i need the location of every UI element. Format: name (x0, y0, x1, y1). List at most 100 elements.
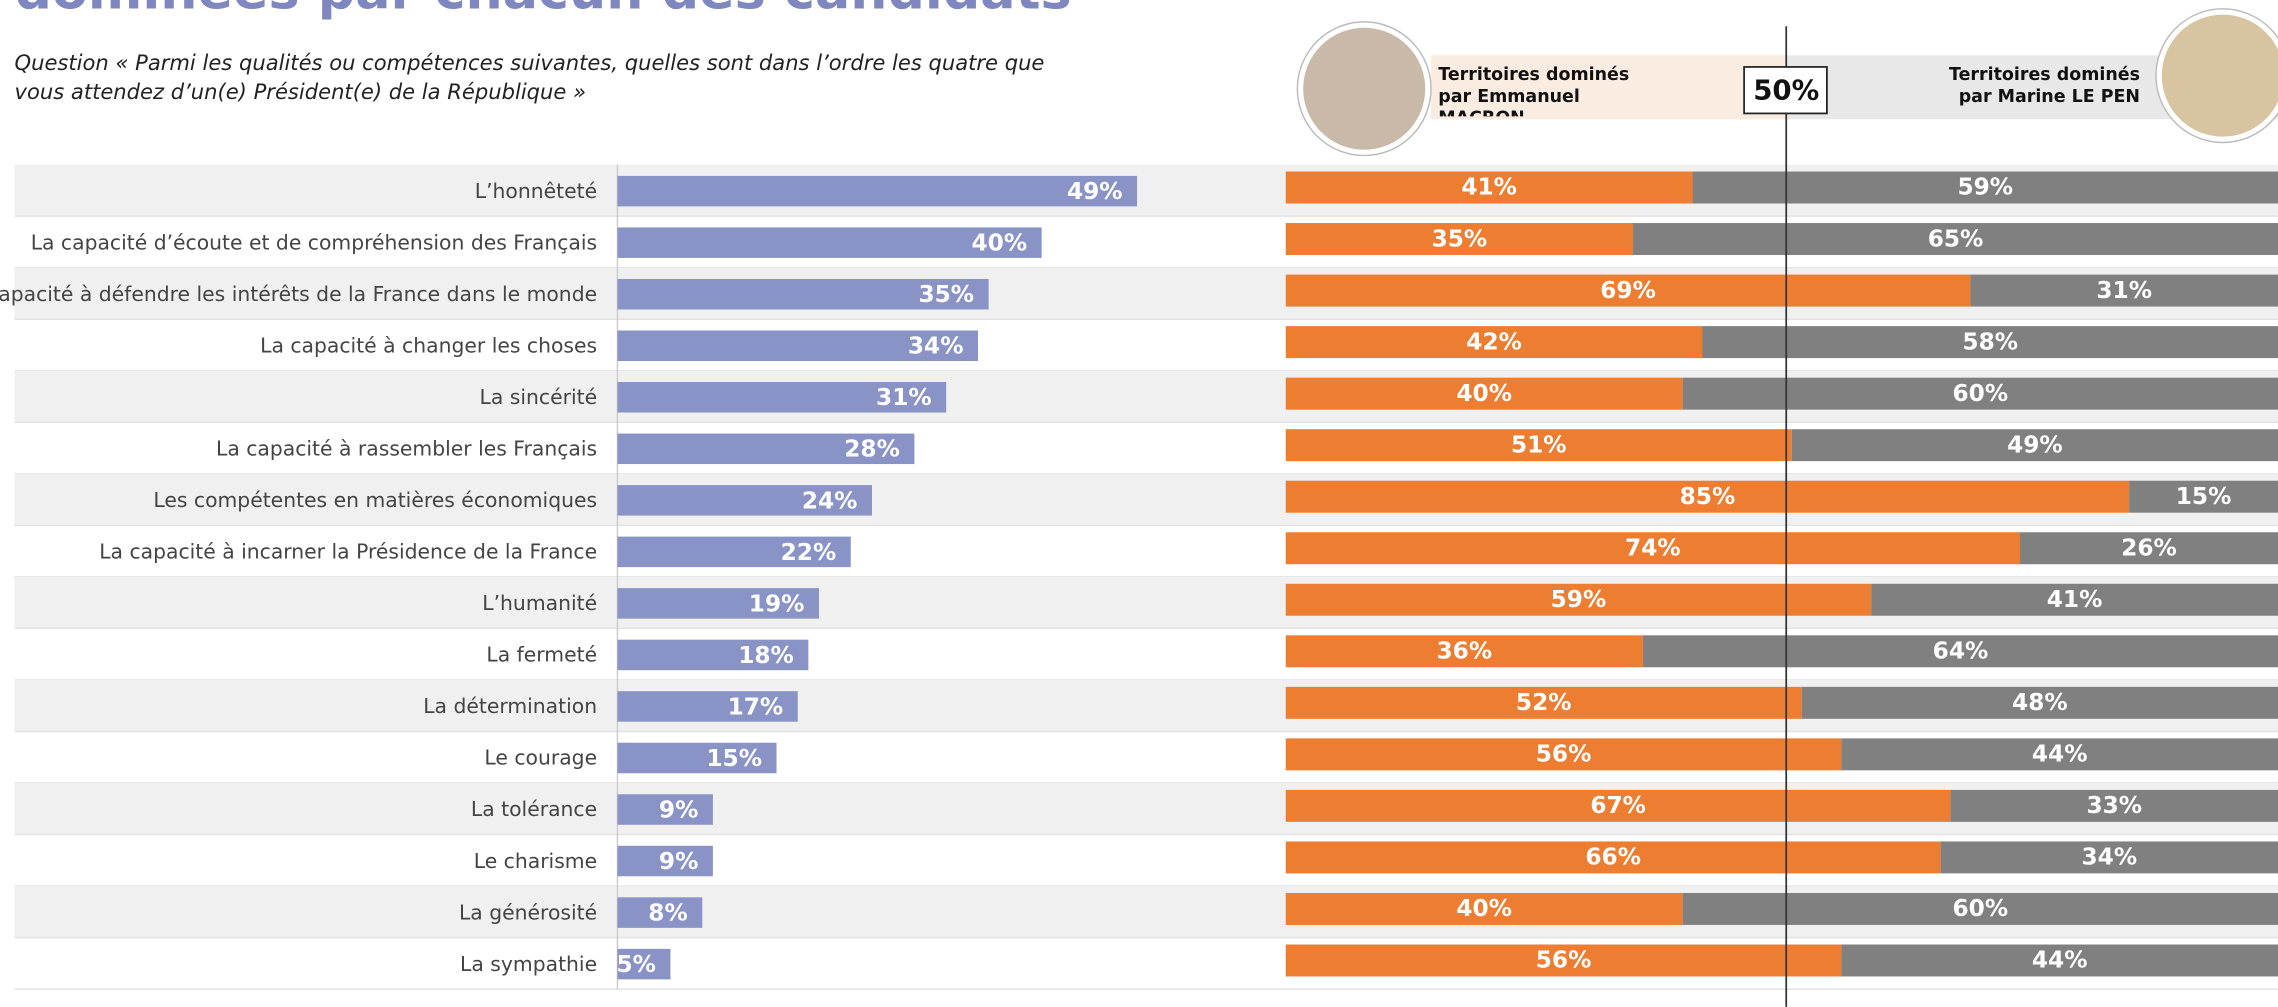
bar (617, 227, 1042, 258)
value-label: 60% (1953, 380, 2009, 407)
stacked-bar (1841, 944, 2278, 977)
stacked-bar (1642, 635, 2278, 668)
value-label: 9% (659, 848, 698, 875)
stacked-bar (1682, 892, 2278, 925)
category-label: Les compétentes en matières économiques (153, 488, 597, 512)
stacked-bar (1285, 841, 1941, 874)
value-label: 69% (1600, 277, 1656, 304)
value-label: 28% (844, 436, 900, 463)
value-label: 19% (749, 590, 805, 617)
bar (617, 588, 819, 619)
category-label: La sincérité (480, 385, 598, 409)
stacked-bar (1285, 944, 1842, 977)
value-label: 85% (1680, 483, 1736, 510)
question: Question « Parmi les qualités ou compéte… (14, 52, 1045, 105)
stacked-bar (1285, 326, 1703, 359)
stacked-bar (1950, 789, 2278, 822)
category-label: La capacité à incarner la Présidence de … (99, 540, 597, 564)
stacked-bar (1692, 171, 2278, 204)
category-label: La tolérance (471, 797, 597, 821)
value-label: 58% (1962, 328, 2018, 355)
value-label: 51% (1511, 431, 1567, 458)
value-label: 44% (2032, 947, 2088, 974)
value-label: 52% (1516, 689, 1572, 716)
category-label: Le courage (484, 746, 597, 770)
category-label: La capacité à rassembler les Français (216, 437, 597, 461)
legend-label: Territoires dominés par Emmanuel MACRON (1438, 64, 1630, 116)
photo-lepen (2155, 8, 2278, 143)
photo-ring (2155, 8, 2278, 144)
bar (617, 742, 777, 774)
bar (617, 948, 671, 980)
value-label: 59% (1957, 174, 2013, 201)
value-label: 41% (1461, 174, 1517, 201)
stacked-bar (1871, 583, 2278, 616)
stacked-bar (1285, 223, 1634, 256)
stacked-bar (1285, 171, 1693, 204)
value-label: 56% (1536, 741, 1592, 768)
value-label: 66% (1585, 844, 1641, 871)
chart-title: dominées par chacun des candidats (15, 0, 1072, 21)
value-label: 65% (1928, 225, 1984, 252)
stacked-bar (2020, 532, 2278, 565)
value-label: 31% (2096, 277, 2152, 304)
bar (617, 433, 915, 465)
value-label: 44% (2032, 741, 2088, 768)
category-label: Le charisme (474, 849, 597, 873)
photo-macron (1297, 21, 1432, 156)
bar (617, 845, 713, 877)
category-label: La capacité à changer les choses (260, 333, 597, 357)
category-label: L’honnêteté (475, 179, 597, 203)
stacked-bar (1285, 583, 1872, 616)
value-label: 42% (1466, 328, 1522, 355)
value-label: 67% (1590, 792, 1646, 819)
value-label: 49% (1067, 178, 1123, 205)
bar (617, 278, 989, 310)
legend-box-macron (1431, 55, 1787, 120)
stacked-bar (1285, 635, 1643, 668)
bar (617, 897, 703, 928)
value-label: 56% (1536, 947, 1592, 974)
stacked-bar (1791, 429, 2278, 462)
value-label: 48% (2012, 689, 2068, 716)
value-label: 35% (918, 281, 974, 308)
value-label: 74% (1625, 534, 1681, 561)
stacked-bar (1970, 274, 2278, 307)
value-label: 22% (781, 539, 837, 566)
bar (617, 330, 979, 361)
photo-ring (1296, 21, 1432, 157)
value-label: 17% (728, 693, 784, 720)
bar (617, 536, 851, 568)
category-label: L’humanité (482, 591, 597, 615)
stacked-bar (1285, 892, 1683, 925)
value-label: 41% (2047, 586, 2103, 613)
question-box: Question « Parmi les qualités ou compéte… (14, 52, 1045, 105)
stacked-bar (1682, 377, 2278, 410)
value-label: 64% (1933, 638, 1989, 665)
stacked-bar (1285, 377, 1683, 410)
value-label: 5% (616, 951, 655, 978)
stacked-bar (1841, 738, 2278, 771)
value-label: 24% (802, 487, 858, 514)
category-label: La capacité à défendre les intérêts de l… (0, 282, 597, 306)
category-label: La capacité d’écoute et de compréhension… (31, 230, 597, 254)
category-label: La générosité (459, 900, 597, 924)
stacked-bar (1285, 686, 1802, 719)
stacked-bar (1285, 429, 1792, 462)
stacked-bar (1285, 532, 2021, 565)
reference-label: 50% (1753, 74, 1819, 107)
value-label: 9% (659, 796, 698, 823)
bar (617, 639, 809, 671)
legend-label: Territoires dominés par Marine LE PEN (1949, 64, 2140, 107)
stacked-bar (1940, 841, 2278, 874)
value-label: 8% (648, 900, 687, 927)
value-label: 34% (2082, 844, 2138, 871)
value-label: 59% (1551, 586, 1607, 613)
bar (617, 175, 1138, 207)
value-label: 18% (738, 642, 794, 669)
bar (617, 794, 713, 825)
stacked-bar (1285, 480, 2130, 513)
value-label: 40% (972, 230, 1028, 257)
value-label: 15% (706, 745, 762, 772)
